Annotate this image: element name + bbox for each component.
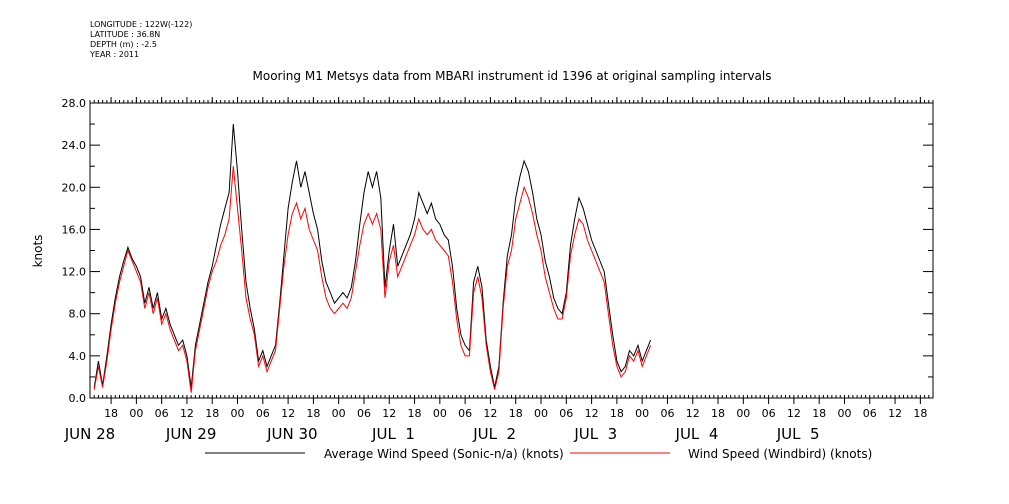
x-day-label: JUN 28 [64,425,115,443]
legend: Average Wind Speed (Sonic-n/a) (knots) W… [205,447,872,461]
x-axis: 18 00 06 12 18 00 06 12 18 00 06 12 18 00 06 12 18 00 06 12… [64,97,934,443]
legend-label-sonic: Average Wind Speed (Sonic-n/a) (knots) [324,447,564,461]
x-day-label: JUL 5 [776,425,820,443]
x-tick-label: 18 [408,407,422,420]
series-line-windbird [93,166,652,393]
longitude-label: LONGITUDE : 122W(-122) [90,20,193,29]
x-day-label: JUL 4 [675,425,719,443]
x-tick-label: 18 [205,407,219,420]
x-tick-label: 18 [509,407,523,420]
x-tick-label: 00 [736,407,750,420]
y-tick-label: 8.0 [69,308,87,321]
y-tick-label: 12.0 [62,266,87,279]
y-axis: 0.0 4.0 8.0 12.0 16.0 20.0 24.0 28.0 [62,97,933,405]
x-tick-label: 18 [104,407,118,420]
series-group [93,124,652,393]
chart-title: Mooring M1 Metsys data from MBARI instru… [253,69,772,83]
y-tick-label: 4.0 [69,350,87,363]
x-tick-label: 18 [812,407,826,420]
y-tick-label: 28.0 [62,97,87,110]
x-tick-label: 12 [382,407,396,420]
x-tick-label: 18 [306,407,320,420]
x-day-label: JUL 3 [573,425,617,443]
x-tick-label: 06 [762,407,776,420]
year-label: YEAR : 2011 [90,50,140,59]
x-tick-label: 18 [913,407,927,420]
x-day-label: JUL 2 [472,425,516,443]
x-tick-label: 12 [585,407,599,420]
x-tick-label: 06 [155,407,169,420]
x-tick-label: 12 [787,407,801,420]
x-day-label: JUL 1 [371,425,415,443]
station-metadata: LONGITUDE : 122W(-122) LATITUDE : 36.8N … [90,20,192,60]
x-day-label: JUN 30 [266,425,317,443]
x-tick-label: 00 [534,407,548,420]
legend-label-windbird: Wind Speed (Windbird) (knots) [688,447,872,461]
x-tick-label: 12 [180,407,194,420]
x-tick-label: 06 [863,407,877,420]
x-tick-label: 00 [332,407,346,420]
x-tick-label: 00 [837,407,851,420]
y-tick-label: 16.0 [62,223,87,236]
x-tick-label: 12 [483,407,497,420]
x-tick-label: 06 [458,407,472,420]
x-tick-label: 00 [231,407,245,420]
x-tick-label: 18 [711,407,725,420]
y-tick-label: 24.0 [62,139,87,152]
x-tick-label: 00 [433,407,447,420]
x-tick-label: 00 [635,407,649,420]
x-tick-label: 06 [660,407,674,420]
x-tick-label: 06 [559,407,573,420]
depth-label: DEPTH (m) : -2.5 [90,40,157,49]
series-line-sonic [93,124,652,388]
y-axis-label: knots [31,235,45,268]
x-day-label: JUN 29 [165,425,216,443]
x-tick-label: 18 [610,407,624,420]
x-tick-label: 12 [888,407,902,420]
x-tick-label: 00 [129,407,143,420]
x-tick-label: 06 [256,407,270,420]
x-tick-label: 06 [357,407,371,420]
latitude-label: LATITUDE : 36.8N [90,30,161,39]
y-tick-label: 20.0 [62,181,87,194]
x-tick-label: 12 [686,407,700,420]
x-tick-label: 12 [281,407,295,420]
y-tick-label: 0.0 [69,392,87,405]
